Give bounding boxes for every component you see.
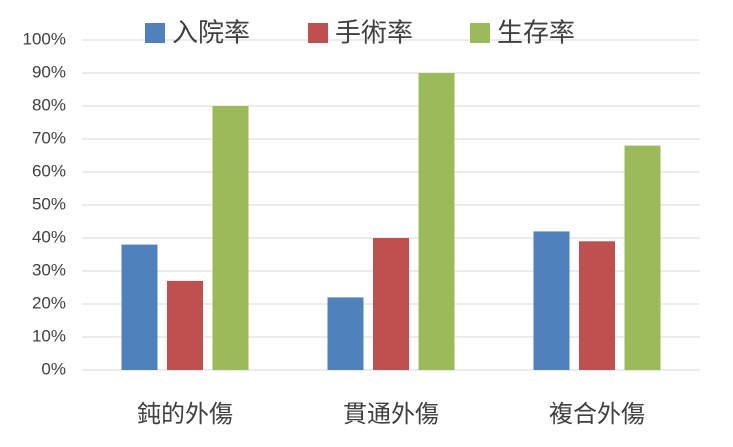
bar: [121, 244, 158, 370]
y-tick-label: 70%: [32, 128, 66, 147]
bar: [533, 231, 570, 370]
x-tick-label: 鈍的外傷: [137, 400, 233, 428]
bar: [418, 73, 455, 370]
legend-label: 生存率: [497, 19, 575, 49]
y-tick-label: 90%: [32, 62, 66, 81]
bar: [579, 241, 615, 370]
bar: [373, 238, 409, 370]
y-tick-label: 100%: [23, 29, 66, 48]
bar: [167, 280, 203, 370]
legend-swatch: [470, 23, 490, 43]
y-tick-label: 60%: [32, 161, 66, 180]
bar: [624, 145, 661, 370]
y-tick-label: 30%: [32, 260, 66, 279]
y-tick-label: 0%: [41, 359, 66, 378]
bar: [212, 106, 249, 370]
legend-swatch: [145, 23, 165, 43]
y-tick-label: 10%: [32, 326, 66, 345]
y-tick-label: 40%: [32, 227, 66, 246]
bar: [327, 297, 364, 370]
x-tick-label: 貫通外傷: [343, 400, 439, 428]
y-tick-label: 80%: [32, 95, 66, 114]
legend-label: 手術率: [335, 19, 413, 49]
y-tick-label: 20%: [32, 293, 66, 312]
y-tick-label: 50%: [32, 194, 66, 213]
legend-label: 入院率: [172, 19, 250, 49]
x-tick-label: 複合外傷: [549, 400, 645, 428]
legend-swatch: [308, 23, 328, 43]
